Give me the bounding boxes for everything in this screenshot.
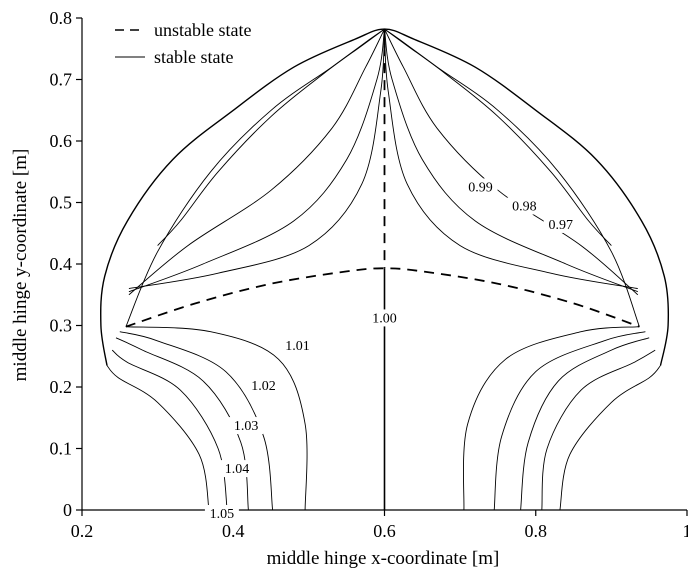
stable-curve-right-lobe-c	[385, 29, 638, 289]
y-tick-label: 0.4	[50, 254, 73, 274]
contour-label: 1.00	[372, 311, 397, 326]
stable-curve-left-1.01	[126, 327, 307, 510]
y-tick-label: 0.2	[50, 377, 73, 397]
y-tick-label: 0.5	[50, 193, 73, 213]
stable-curve-left-1.04	[112, 350, 227, 510]
contour-label: 0.98	[512, 199, 537, 214]
y-axis-title: middle hinge y-coordinate [m]	[10, 149, 31, 382]
contour-label: 0.97	[548, 218, 573, 233]
stable-curve-left-lobe-outer	[126, 29, 385, 327]
stable-curve-right-3	[521, 338, 650, 510]
contour-label: 1.04	[225, 462, 250, 477]
stable-curve-right-2	[494, 332, 645, 510]
contour-label: 0.99	[468, 180, 493, 195]
contour-label: 1.02	[251, 379, 276, 394]
stable-curve-left-1.05	[107, 366, 209, 511]
x-tick-label: 0.6	[373, 521, 396, 541]
y-tick-label: 0.8	[50, 8, 73, 28]
y-tick-label: 0.1	[50, 439, 73, 459]
stable-curve-left-lobe-a	[129, 29, 385, 295]
contour-labels: 1.00 1.01 1.02 1.03 1.04 1.05 0.99 0.98 0.97	[205, 178, 578, 522]
x-tick-label: 0.4	[222, 521, 245, 541]
curves-layer	[101, 29, 669, 510]
x-tick-label: 1	[683, 521, 688, 541]
stable-curve-right-lobe-outer	[385, 29, 640, 327]
stable-curve-right-lobe-a	[385, 29, 638, 295]
contour-label: 1.05	[210, 507, 235, 522]
legend: unstable state stable state	[115, 20, 251, 67]
legend-label-unstable: unstable state	[154, 20, 251, 40]
y-tick-label: 0.7	[50, 70, 73, 90]
stable-curve-right-5	[560, 366, 661, 511]
stable-curve-left-lobe-c	[129, 29, 385, 289]
legend-label-stable: stable state	[154, 47, 233, 67]
contour-label: 1.03	[234, 419, 259, 434]
stable-curve-left-lobe-b	[129, 29, 385, 292]
y-tick-label: 0.6	[50, 131, 73, 151]
y-ticks: 0 0.1 0.2 0.3 0.4 0.5 0.6 0.7 0.8	[50, 8, 83, 520]
x-tick-label: 0.8	[525, 521, 548, 541]
contour-label: 1.01	[285, 339, 310, 354]
stable-curve-right-1	[463, 327, 639, 510]
stable-curve-right-lobe-b	[385, 29, 638, 292]
stable-curve-right-lobe-d	[385, 29, 612, 246]
x-axis-title: middle hinge x-coordinate [m]	[267, 548, 500, 569]
y-tick-label: 0	[63, 500, 72, 520]
x-tick-label: 0.2	[71, 521, 94, 541]
stable-curve-left-1.03	[116, 338, 248, 510]
x-ticks: 0.2 0.4 0.6 0.8 1	[71, 510, 688, 541]
y-tick-label: 0.3	[50, 316, 73, 336]
stable-curve-right-4	[542, 350, 655, 510]
